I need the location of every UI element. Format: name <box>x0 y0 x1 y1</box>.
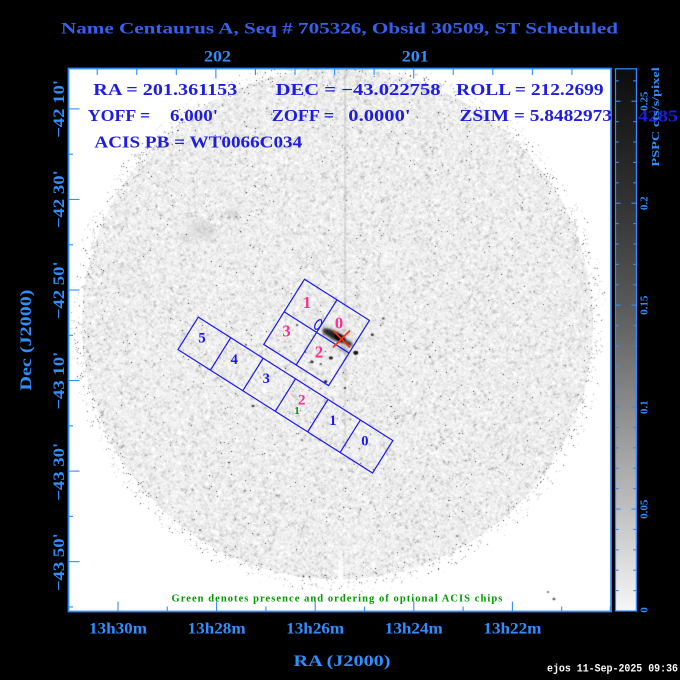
svg-text:DEC = −43.022758: DEC = −43.022758 <box>276 80 441 99</box>
svg-text:RA = 201.361153: RA = 201.361153 <box>93 80 237 99</box>
svg-text:ZOFF =: ZOFF = <box>272 106 334 125</box>
svg-text:0.15: 0.15 <box>639 295 651 315</box>
svg-text:1: 1 <box>294 405 300 417</box>
svg-text:ACIS PB = WT0066C034: ACIS PB = WT0066C034 <box>94 133 302 152</box>
svg-text:−42 50': −42 50' <box>51 261 68 319</box>
svg-text:0: 0 <box>361 433 368 449</box>
svg-text:0.25: 0.25 <box>639 91 651 111</box>
svg-text:−43 50': −43 50' <box>51 533 68 591</box>
svg-text:RA (J2000): RA (J2000) <box>294 653 391 670</box>
svg-text:−42 10': −42 10' <box>51 80 68 138</box>
svg-text:0.2: 0.2 <box>639 196 651 210</box>
svg-text:13h30m: 13h30m <box>89 621 148 638</box>
svg-text:0.1: 0.1 <box>639 400 651 414</box>
svg-text:−43 10': −43 10' <box>51 352 68 410</box>
svg-text:3: 3 <box>263 371 270 387</box>
svg-text:YOFF =: YOFF = <box>88 106 150 125</box>
svg-text:13h22m: 13h22m <box>483 621 542 638</box>
svg-text:201: 201 <box>402 49 429 66</box>
svg-text:0: 0 <box>335 314 343 333</box>
svg-text:0.0000': 0.0000' <box>348 106 410 125</box>
svg-text:0.05: 0.05 <box>639 499 651 519</box>
svg-text:2: 2 <box>298 392 306 408</box>
svg-text:202: 202 <box>204 49 231 66</box>
svg-text:ejos 11-Sep-2025 09:36: ejos 11-Sep-2025 09:36 <box>547 664 678 676</box>
svg-text:ZSIM = 5.8482973: ZSIM = 5.8482973 <box>460 106 613 125</box>
svg-text:5: 5 <box>198 331 205 347</box>
svg-text:6.000': 6.000' <box>170 106 218 125</box>
svg-text:Name Centaurus A, Seq # 705326: Name Centaurus A, Seq # 705326, Obsid 30… <box>61 21 618 38</box>
svg-text:Dec (J2000): Dec (J2000) <box>18 290 35 391</box>
svg-text:1: 1 <box>329 413 336 429</box>
svg-text:3: 3 <box>282 322 290 341</box>
svg-text:0: 0 <box>639 607 651 613</box>
svg-text:−42 30': −42 30' <box>51 170 68 228</box>
svg-text:ROLL = 212.2699: ROLL = 212.2699 <box>456 80 603 99</box>
svg-text:PSPC cts/s/pixel: PSPC cts/s/pixel <box>651 67 662 167</box>
svg-text:−43 30': −43 30' <box>51 443 68 501</box>
svg-text:13h26m: 13h26m <box>286 621 345 638</box>
svg-text:13h24m: 13h24m <box>385 621 444 638</box>
svg-text:13h28m: 13h28m <box>188 621 247 638</box>
svg-text:4285: 4285 <box>638 107 678 126</box>
svg-text:Green denotes presence and ord: Green denotes presence and ordering of o… <box>172 594 503 605</box>
svg-text:1: 1 <box>303 293 311 312</box>
svg-text:2: 2 <box>315 343 323 362</box>
svg-text:4: 4 <box>231 352 238 368</box>
